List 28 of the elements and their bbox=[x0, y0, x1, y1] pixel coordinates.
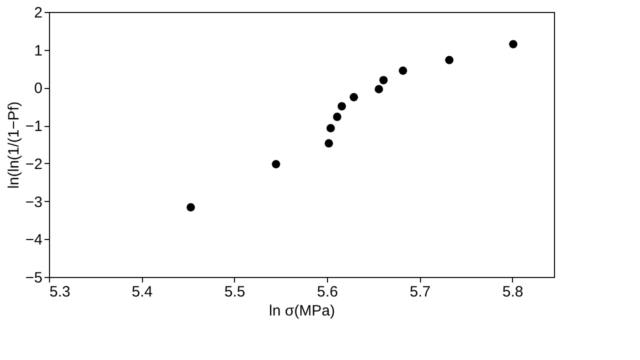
point bbox=[374, 85, 384, 94]
x-tick-label: 5.4 bbox=[132, 284, 153, 300]
y-tick-label: 2 bbox=[34, 4, 42, 22]
y-tick-label: −1 bbox=[25, 118, 42, 136]
point bbox=[379, 76, 388, 84]
x-axis-title: ln σ(MPa) bbox=[269, 302, 335, 320]
y-axis-title: ln(ln(1/(1−Pf) bbox=[5, 101, 22, 189]
point bbox=[350, 93, 358, 102]
y-tick-label: −3 bbox=[25, 194, 42, 211]
point bbox=[338, 102, 346, 110]
y-tick-label: 1 bbox=[34, 42, 42, 60]
point bbox=[332, 112, 342, 122]
point bbox=[509, 40, 518, 48]
x-tick-label: 5.6 bbox=[317, 284, 338, 300]
y-tick-label: −4 bbox=[25, 232, 42, 249]
point bbox=[326, 124, 335, 132]
y-tick-label: −5 bbox=[25, 270, 42, 286]
x-tick-label: 5.8 bbox=[502, 284, 524, 300]
point bbox=[324, 139, 334, 148]
x-tick-label: 5.3 bbox=[50, 284, 70, 300]
y-tick-label: 0 bbox=[34, 80, 42, 98]
point bbox=[445, 56, 454, 64]
point bbox=[398, 66, 408, 75]
y-tick-label: −2 bbox=[25, 156, 42, 173]
point bbox=[186, 203, 195, 212]
x-tick-label: 5.5 bbox=[224, 284, 246, 300]
x-tick-label: 5.7 bbox=[410, 284, 431, 300]
point bbox=[272, 160, 280, 168]
